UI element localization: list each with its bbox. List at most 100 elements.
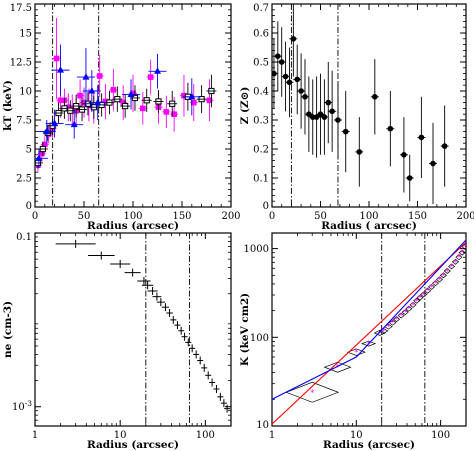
x-tick-label: 10 xyxy=(114,430,127,441)
data-point xyxy=(278,59,285,65)
data-layer xyxy=(272,4,449,205)
data-point xyxy=(286,79,293,86)
data-point: * xyxy=(403,308,407,317)
data-point xyxy=(127,90,135,97)
data-point xyxy=(88,87,96,94)
x-axis-label: Radius (arcsec) xyxy=(87,220,179,232)
x-tick-label: 10 xyxy=(350,430,363,441)
x-tick-label: 100 xyxy=(431,430,450,441)
y-tick-label: 0.2 xyxy=(253,145,269,156)
data-point: * xyxy=(354,348,358,357)
uncertainty-box xyxy=(388,319,397,326)
uncertainty-box xyxy=(409,301,417,308)
data-point xyxy=(406,175,413,181)
data-point: * xyxy=(463,243,467,252)
model-line xyxy=(272,241,466,425)
data-point: * xyxy=(450,262,454,271)
x-tick-label: 150 xyxy=(408,211,427,222)
data-point: * xyxy=(336,363,340,372)
uncertainty-box xyxy=(397,312,405,319)
y-tick-label: 0 xyxy=(263,201,269,212)
data-point: * xyxy=(378,329,382,338)
data-point xyxy=(372,94,378,100)
data-point xyxy=(35,154,43,161)
x-tick-label: 100 xyxy=(359,211,378,222)
model-line xyxy=(272,239,466,400)
data-point xyxy=(387,125,394,132)
x-tick-label: 200 xyxy=(456,211,474,222)
uncertainty-box xyxy=(416,294,424,301)
y-tick-label: 0 xyxy=(26,201,32,212)
data-point xyxy=(82,73,90,80)
uncertainty-box xyxy=(439,272,447,279)
uncertainty-box xyxy=(413,297,421,304)
uncertainty-box xyxy=(431,280,440,287)
data-point: * xyxy=(460,249,464,258)
plot-frame xyxy=(34,232,232,427)
data-point: * xyxy=(422,290,426,299)
y-axis-label: K (keV cm2) xyxy=(239,293,251,366)
uncertainty-box xyxy=(443,267,451,274)
x-axis-label: Radius (arcsec) xyxy=(87,439,179,451)
uncertainty-box xyxy=(361,340,377,347)
data-point: * xyxy=(415,297,419,306)
uncertainty-box xyxy=(461,243,466,250)
data-point: * xyxy=(441,271,445,280)
data-point xyxy=(282,73,289,80)
uncertainty-box xyxy=(346,348,366,356)
data-point xyxy=(313,114,320,120)
data-point: * xyxy=(457,253,461,262)
y-tick-label: 1000 xyxy=(244,244,269,255)
x-tick-label: 50 xyxy=(314,211,327,222)
y-tick-label: 10 xyxy=(256,420,269,431)
panel-density-profile: 1 10 100 0.1 10-3 Radius (arcsec) ne (cm-3) xyxy=(2,232,232,451)
data-point xyxy=(188,92,196,100)
data-point xyxy=(418,134,425,141)
data-point: * xyxy=(445,267,449,276)
data-point: * xyxy=(391,319,395,328)
data-layer xyxy=(55,239,231,413)
uncertainty-box xyxy=(435,276,444,283)
y-tick-label: 17.5 xyxy=(10,3,32,14)
data-point xyxy=(70,120,78,128)
data-point xyxy=(272,70,277,77)
data-point xyxy=(335,117,341,123)
y-tick-label: 7.5 xyxy=(16,116,32,127)
uncertainty-box xyxy=(405,305,413,312)
y-tick-label: 0.4 xyxy=(253,87,269,98)
y-tick-label: 0.1 xyxy=(16,232,32,243)
uncertainty-box xyxy=(401,309,409,316)
data-point xyxy=(342,128,349,135)
data-point xyxy=(321,114,328,120)
data-point xyxy=(317,111,324,117)
uncertainty-box xyxy=(323,361,352,373)
x-axis-label: Radius (arcsec) xyxy=(323,439,415,451)
uncertainty-box xyxy=(392,316,401,323)
data-point xyxy=(154,67,161,74)
data-point xyxy=(275,53,281,59)
uncertainty-box xyxy=(458,249,466,256)
data-point: * xyxy=(411,301,415,310)
plot-frame xyxy=(271,232,467,427)
data-point xyxy=(356,149,363,155)
data-point: * xyxy=(399,312,403,321)
data-point xyxy=(51,119,59,126)
data-point xyxy=(430,160,436,167)
data-point xyxy=(290,36,297,42)
y-tick-label: 0.5 xyxy=(253,58,269,69)
panel-metallicity-profile: 0 50 100 150 200 0 0.1 0.2 0.3 0.4 0.5 0.6 0.7 Radius… xyxy=(239,3,474,232)
y-tick-label: 15 xyxy=(19,29,32,40)
data-point xyxy=(298,88,304,94)
y-axis-label: kT (keV) xyxy=(2,80,14,131)
x-tick-label: 1 xyxy=(32,430,38,441)
data-point xyxy=(329,108,335,115)
x-tick-label: 100 xyxy=(196,430,215,441)
data-point xyxy=(94,98,102,106)
data-point: * xyxy=(430,283,434,292)
data-point: * xyxy=(310,388,314,397)
uncertainty-box xyxy=(448,263,456,270)
data-point xyxy=(294,76,301,83)
x-tick-label: 0 xyxy=(269,211,275,222)
y-axis-label: Z (Z⊙) xyxy=(239,87,251,125)
